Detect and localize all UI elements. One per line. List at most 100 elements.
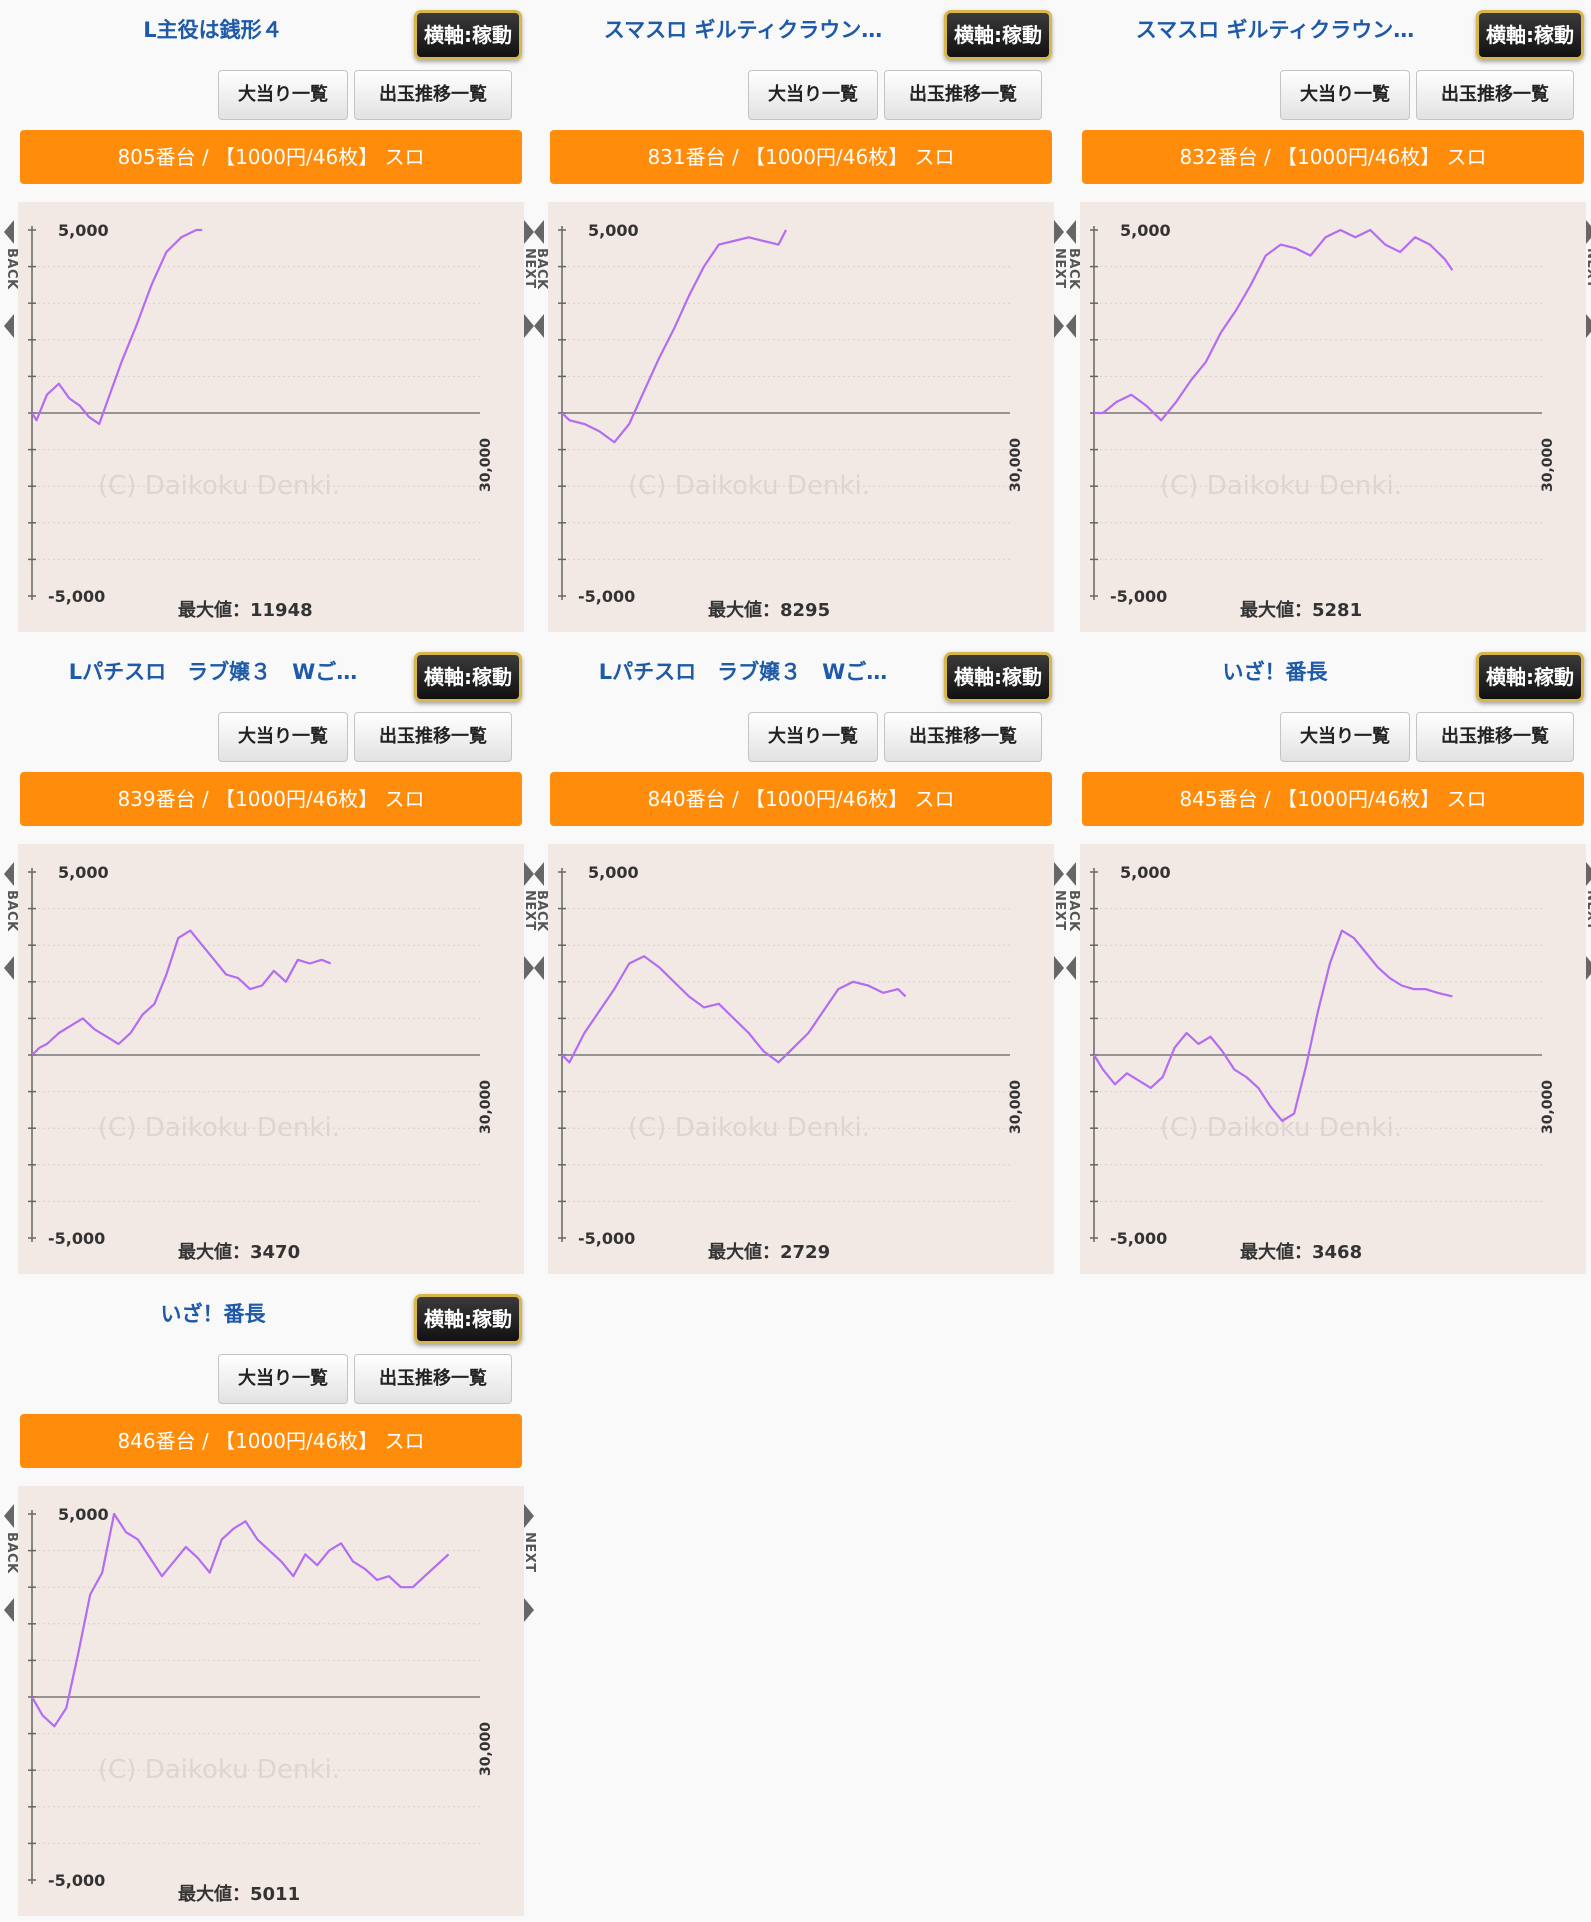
back-nav-button[interactable]: BACK bbox=[2, 1504, 24, 1624]
next-nav-label: NEXT bbox=[1052, 248, 1067, 289]
x-max-label: 30,000 bbox=[478, 1080, 494, 1134]
y-max-label: 5,000 bbox=[1120, 221, 1171, 240]
back-nav-button[interactable]: BACK bbox=[1064, 220, 1086, 340]
payout-trend-list-button[interactable]: 出玉推移一覧 bbox=[884, 712, 1042, 762]
payout-series-line bbox=[561, 955, 907, 1064]
x-max-label: 30,000 bbox=[1540, 1080, 1556, 1134]
back-nav-button[interactable]: BACK bbox=[1064, 862, 1086, 982]
copyright-watermark: (C) Daikoku Denki. bbox=[98, 1755, 340, 1785]
jackpot-list-button[interactable]: 大当り一覧 bbox=[1280, 712, 1410, 762]
machine-info-bar: 805番台 / 【1000円/46枚】 スロ bbox=[20, 130, 522, 184]
next-nav-button[interactable]: NEXT bbox=[1050, 220, 1072, 340]
next-arrow-icon bbox=[1054, 220, 1064, 244]
y-min-label: -5,000 bbox=[1110, 587, 1167, 606]
copyright-watermark: (C) Daikoku Denki. bbox=[1160, 471, 1402, 501]
y-max-label: 5,000 bbox=[1120, 863, 1171, 882]
next-arrow-icon bbox=[524, 1598, 534, 1622]
max-value-label: 最大値：3470 bbox=[178, 1242, 301, 1263]
payout-trend-list-button[interactable]: 出玉推移一覧 bbox=[1416, 70, 1574, 120]
machine-title-link[interactable]: いざ！番長 bbox=[160, 1302, 266, 1326]
payout-graph: 5,000 -5,000 30,000 (C) Daikoku Denki. BACK N… bbox=[1066, 844, 1591, 1274]
next-arrow-icon bbox=[524, 1504, 534, 1528]
back-nav-button[interactable]: BACK bbox=[532, 862, 554, 982]
machine-title-link[interactable]: Lパチスロ ラブ嬢３ Wご… bbox=[598, 660, 888, 684]
payout-series-line bbox=[31, 1512, 450, 1728]
payout-trend-list-button[interactable]: 出玉推移一覧 bbox=[354, 1354, 512, 1404]
axis-toggle-button[interactable]: 横軸:稼動 bbox=[944, 652, 1052, 702]
payout-trend-list-button[interactable]: 出玉推移一覧 bbox=[884, 70, 1042, 120]
back-arrow-icon bbox=[534, 862, 544, 886]
back-nav-button[interactable]: BACK bbox=[532, 220, 554, 340]
next-nav-button[interactable]: NEXT bbox=[520, 1504, 542, 1624]
axis-toggle-button[interactable]: 横軸:稼動 bbox=[1476, 10, 1584, 60]
machine-info-bar: 839番台 / 【1000円/46枚】 スロ bbox=[20, 772, 522, 826]
y-max-label: 5,000 bbox=[58, 1505, 109, 1524]
back-arrow-icon bbox=[534, 220, 544, 244]
next-arrow-icon bbox=[1054, 314, 1064, 338]
axis-toggle-button[interactable]: 横軸:稼動 bbox=[414, 652, 522, 702]
next-arrow-icon bbox=[1054, 956, 1064, 980]
y-max-label: 5,000 bbox=[58, 863, 109, 882]
graph-panel: いざ！番長 横軸:稼動大当り一覧 出玉推移一覧 846番台 / 【1000円/46枚】… bbox=[4, 1286, 537, 1922]
next-nav-label: NEXT bbox=[1584, 248, 1591, 289]
back-nav-button[interactable]: BACK bbox=[2, 220, 24, 340]
back-arrow-icon bbox=[4, 1598, 14, 1622]
machine-title-link[interactable]: Lパチスロ ラブ嬢３ Wご… bbox=[68, 660, 358, 684]
machine-title-link[interactable]: スマスロ ギルティクラウン… bbox=[603, 18, 883, 42]
axis-toggle-button[interactable]: 横軸:稼動 bbox=[944, 10, 1052, 60]
back-nav-label: BACK bbox=[4, 248, 19, 290]
next-nav-button[interactable]: NEXT bbox=[520, 862, 542, 982]
payout-series-line bbox=[1094, 228, 1454, 422]
machine-info-bar: 840番台 / 【1000円/46枚】 スロ bbox=[550, 772, 1052, 826]
y-min-label: -5,000 bbox=[48, 1871, 105, 1890]
payout-graph: 5,000 -5,000 30,000 (C) Daikoku Denki. BACK N… bbox=[4, 202, 537, 632]
y-min-label: -5,000 bbox=[578, 587, 635, 606]
payout-trend-list-button[interactable]: 出玉推移一覧 bbox=[354, 70, 512, 120]
graph-panel: Lパチスロ ラブ嬢３ Wご… 横軸:稼動大当り一覧 出玉推移一覧 840番台 / 【1… bbox=[534, 644, 1067, 1280]
back-nav-label: BACK bbox=[534, 890, 549, 932]
next-nav-label: NEXT bbox=[1052, 890, 1067, 931]
x-max-label: 30,000 bbox=[1008, 1080, 1024, 1134]
next-arrow-icon bbox=[1586, 220, 1591, 244]
machine-title-link[interactable]: L主役は銭形４ bbox=[143, 18, 283, 42]
copyright-watermark: (C) Daikoku Denki. bbox=[628, 1113, 870, 1143]
jackpot-list-button[interactable]: 大当り一覧 bbox=[218, 712, 348, 762]
next-arrow-icon bbox=[1586, 314, 1591, 338]
payout-trend-list-button[interactable]: 出玉推移一覧 bbox=[1416, 712, 1574, 762]
jackpot-list-button[interactable]: 大当り一覧 bbox=[218, 1354, 348, 1404]
y-min-label: -5,000 bbox=[1110, 1229, 1167, 1248]
jackpot-list-button[interactable]: 大当り一覧 bbox=[218, 70, 348, 120]
axis-toggle-button[interactable]: 横軸:稼動 bbox=[414, 1294, 522, 1344]
back-arrow-icon bbox=[4, 956, 14, 980]
jackpot-list-button[interactable]: 大当り一覧 bbox=[748, 70, 878, 120]
machine-info-bar: 845番台 / 【1000円/46枚】 スロ bbox=[1082, 772, 1584, 826]
jackpot-list-button[interactable]: 大当り一覧 bbox=[748, 712, 878, 762]
axis-toggle-button[interactable]: 横軸:稼動 bbox=[414, 10, 522, 60]
back-arrow-icon bbox=[1066, 956, 1076, 980]
next-arrow-icon bbox=[1586, 862, 1591, 886]
axis-toggle-button[interactable]: 横軸:稼動 bbox=[1476, 652, 1584, 702]
payout-trend-list-button[interactable]: 出玉推移一覧 bbox=[354, 712, 512, 762]
next-arrow-icon bbox=[524, 862, 534, 886]
graph-panel: スマスロ ギルティクラウン… 横軸:稼動 大当り一覧 出玉推移一覧 831番台 / 【1… bbox=[534, 2, 1067, 638]
y-max-label: 5,000 bbox=[58, 221, 109, 240]
machine-info-bar: 832番台 / 【1000円/46枚】 スロ bbox=[1082, 130, 1584, 184]
machine-title-link[interactable]: スマスロ ギルティクラウン… bbox=[1135, 18, 1415, 42]
machine-title-link[interactable]: いざ！番長 bbox=[1222, 660, 1328, 684]
next-nav-button[interactable]: NEXT bbox=[520, 220, 542, 340]
next-nav-button[interactable]: NEXT bbox=[1050, 862, 1072, 982]
y-max-label: 5,000 bbox=[588, 863, 639, 882]
next-nav-button[interactable]: NEXT bbox=[1582, 862, 1591, 982]
next-nav-label: NEXT bbox=[1584, 890, 1591, 931]
back-nav-button[interactable]: BACK bbox=[2, 862, 24, 982]
next-nav-button[interactable]: NEXT bbox=[1582, 220, 1591, 340]
machine-info-bar: 846番台 / 【1000円/46枚】 スロ bbox=[20, 1414, 522, 1468]
x-max-label: 30,000 bbox=[1008, 438, 1024, 492]
payout-graph-svg: 5,000 -5,000 30,000 (C) Daikoku Denki. bbox=[1090, 863, 1556, 1248]
payout-graph: 5,000 -5,000 30,000 (C) Daikoku Denki. BACK N… bbox=[4, 1486, 537, 1916]
payout-graph-svg: 5,000 -5,000 30,000 (C) Daikoku Denki. bbox=[558, 221, 1024, 606]
jackpot-list-button[interactable]: 大当り一覧 bbox=[1280, 70, 1410, 120]
y-min-label: -5,000 bbox=[48, 1229, 105, 1248]
back-arrow-icon bbox=[534, 956, 544, 980]
max-value-label: 最大値：8295 bbox=[708, 600, 831, 621]
